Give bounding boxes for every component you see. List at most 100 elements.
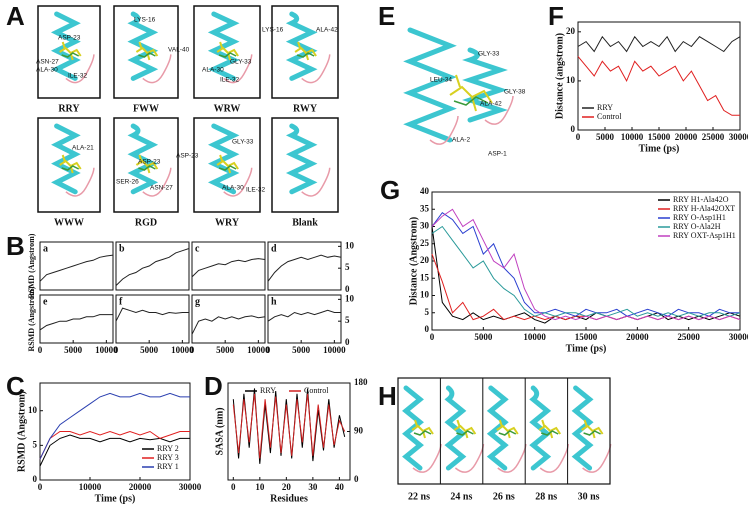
frame-label: 28 ns	[535, 491, 557, 502]
helix	[207, 11, 240, 81]
x-tick-label: 30000	[729, 132, 748, 142]
panel-letter: A	[6, 1, 25, 31]
y-tick-label: 90	[354, 426, 364, 436]
helix	[50, 11, 81, 81]
loop	[65, 167, 95, 197]
series-line	[39, 434, 190, 467]
subplot-label: a	[43, 243, 48, 254]
ligand	[138, 52, 156, 58]
residue-label: ALA-30	[202, 67, 224, 74]
y-tick-label: 5	[345, 262, 350, 272]
cell-label: FWW	[133, 103, 159, 114]
residue-label: ALA-42	[480, 101, 502, 108]
y-tick-label: 25	[420, 238, 430, 248]
structure-box	[37, 117, 101, 213]
helix	[403, 27, 457, 143]
legend-label: RRY O-Ala2H	[673, 222, 721, 231]
x-tick-label: 25000	[702, 132, 725, 142]
residue-label: ALA-30	[36, 67, 58, 74]
cell-label: RRY	[58, 103, 80, 114]
y-tick-label: 5	[425, 307, 430, 317]
x-tick-label: 0	[231, 482, 236, 492]
cell-label: RGD	[135, 217, 157, 228]
x-axis-label: Time (ps)	[566, 343, 607, 354]
legend-label: RRY H1-Ala42O	[673, 195, 729, 204]
series-line	[577, 35, 741, 53]
subplot-label: c	[195, 243, 200, 254]
structure-art	[50, 11, 612, 473]
residue-label: ILE-32	[246, 187, 266, 194]
residue-label: ASP-1	[488, 151, 507, 158]
residue-label: LEU-34	[430, 77, 452, 84]
residue-label: ALA-30	[222, 185, 244, 192]
y-tick-label: 15	[420, 272, 430, 282]
subplot-label: f	[119, 296, 123, 307]
subplot-label: h	[271, 296, 277, 307]
cell-label: WWW	[54, 217, 84, 228]
y-tick-label: 5	[33, 439, 38, 449]
helix	[207, 123, 240, 195]
loop	[65, 54, 95, 84]
panel-letter: H	[378, 381, 397, 411]
y-tick-label: 10	[566, 75, 576, 85]
ligand	[540, 430, 559, 436]
x-tick-label: 30000	[729, 332, 748, 342]
subplot-label: b	[119, 243, 125, 254]
x-tick-label: 0	[38, 482, 43, 492]
subplot-label: g	[195, 296, 200, 307]
legend-label: RRY 1	[157, 462, 179, 471]
ligand	[296, 52, 315, 58]
x-tick-label: 0	[190, 345, 195, 355]
x-tick-label: 5000	[64, 345, 83, 355]
y-tick-label: 20	[566, 26, 576, 36]
residue-label: ASN-27	[36, 59, 59, 66]
helix	[51, 123, 81, 195]
x-tick-label: 10000	[523, 332, 546, 342]
x-tick-label: 10000	[171, 345, 194, 355]
x-axis-label: Time (ps)	[95, 493, 136, 504]
x-tick-label: 20000	[675, 132, 698, 142]
x-tick-label: 20	[282, 482, 292, 492]
cell-label: Blank	[292, 217, 318, 228]
structure-box	[113, 117, 179, 213]
ligand	[61, 52, 80, 58]
structure-box	[193, 5, 261, 99]
panel-letter: B	[6, 231, 25, 261]
x-tick-label: 5000	[596, 132, 615, 142]
plot-frame	[115, 241, 190, 291]
x-tick-label: 15000	[575, 332, 598, 342]
ligand	[583, 430, 601, 436]
y-tick-label: 0	[33, 474, 38, 484]
residue-label: ALA-2	[452, 137, 470, 144]
y-tick-label: 35	[420, 203, 430, 213]
residue-label: VAL-40	[168, 47, 190, 54]
y-tick-label: 0	[571, 124, 576, 134]
series-line	[39, 314, 113, 331]
frame-label: 26 ns	[493, 491, 515, 502]
x-tick-label: 40	[335, 482, 345, 492]
residue-label: SER-26	[116, 179, 139, 186]
plot-frame	[191, 294, 266, 344]
cell-label: RWY	[293, 103, 318, 114]
loop	[223, 167, 253, 197]
y-axis-label: RSMD (Angstrom)	[16, 391, 27, 472]
x-tick-label: 5000	[140, 345, 159, 355]
series-line	[39, 392, 190, 460]
y-tick-label: 180	[354, 377, 368, 387]
plot-frame	[191, 241, 266, 291]
y-tick-label: 5	[345, 315, 350, 325]
ligand	[138, 165, 156, 171]
panel-letter: F	[548, 1, 564, 31]
frame-label: 24 ns	[450, 491, 472, 502]
plot-frame	[267, 294, 342, 344]
series-line	[577, 56, 740, 116]
legend-label: RRY O-Asp1H1	[673, 213, 726, 222]
y-tick-label: 10	[345, 240, 355, 250]
series-line	[191, 258, 266, 278]
x-tick-label: 10000	[95, 345, 118, 355]
series-line	[267, 309, 341, 322]
y-axis-label: SASA (nm)	[214, 407, 225, 455]
panel-letter: E	[378, 1, 395, 31]
